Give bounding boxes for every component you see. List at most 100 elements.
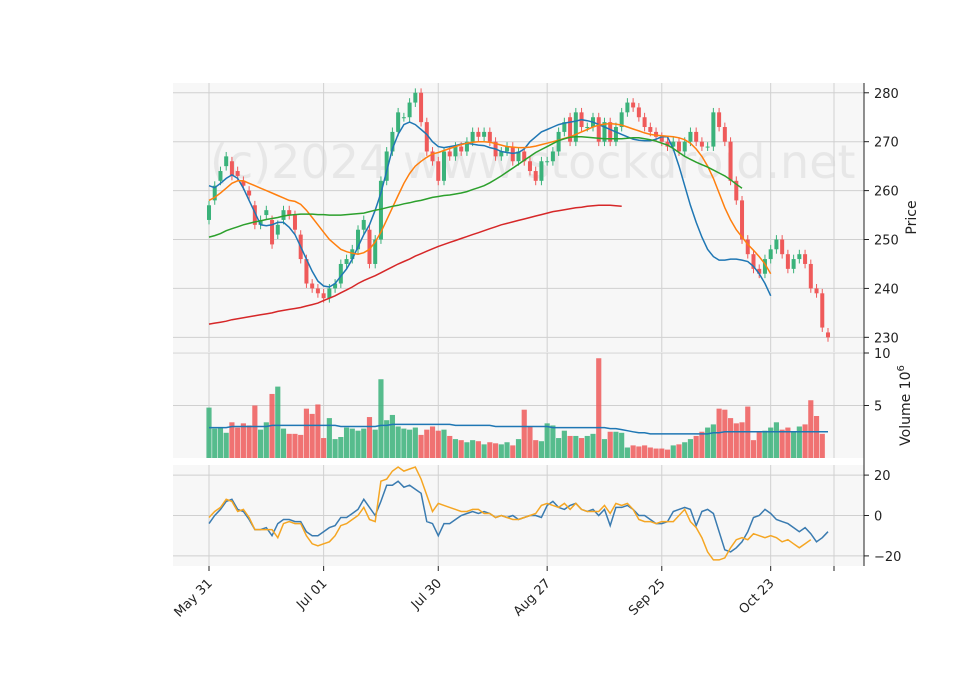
volume-bar: [722, 409, 728, 458]
volume-bar: [601, 439, 608, 458]
price-axis-label: Price: [904, 200, 920, 234]
volume-bar: [613, 431, 619, 458]
volume-bar: [756, 431, 762, 458]
candle-body: [430, 151, 435, 162]
candle-body: [470, 131, 475, 142]
volume-bar: [710, 424, 716, 458]
candle-body: [413, 92, 418, 103]
candle-body: [367, 229, 372, 264]
volume-bar: [298, 434, 304, 458]
volume-bar: [481, 444, 487, 458]
candle-body: [476, 131, 481, 137]
indicator-line-2: [208, 466, 812, 561]
candle-body: [453, 146, 458, 157]
candle-body: [734, 180, 739, 201]
candle-body: [424, 122, 429, 152]
volume-bar: [458, 440, 464, 458]
volume-bar: [533, 440, 539, 458]
volume-y-tick-label: 10: [874, 347, 891, 362]
indicator-y-tick-label: 0: [874, 510, 882, 525]
price-ma-line-3: [208, 136, 743, 238]
candle-body: [327, 288, 332, 299]
x-tick-label: May 31: [172, 576, 216, 620]
volume-bar: [223, 432, 229, 458]
volume-bar: [366, 417, 373, 458]
volume-bar: [750, 440, 757, 458]
candle-body: [556, 131, 561, 152]
candle-body: [436, 161, 441, 181]
volume-bar: [384, 420, 390, 458]
volume-bar: [802, 424, 808, 458]
candle-body: [499, 151, 504, 157]
candle-body: [745, 239, 750, 255]
volume-bar: [407, 429, 413, 458]
volume-bar: [401, 428, 407, 458]
candle-body: [212, 185, 217, 201]
candle-body: [751, 254, 756, 269]
candle-body: [350, 249, 355, 260]
candle-body: [728, 141, 733, 181]
candle-body: [682, 141, 687, 152]
candle-body: [206, 205, 212, 220]
volume-bar: [819, 433, 825, 458]
volume-bar: [475, 441, 481, 458]
candle-body: [522, 151, 527, 162]
candle-body: [356, 229, 361, 250]
candle-body: [722, 127, 727, 142]
candle-body: [757, 268, 762, 274]
candle-body: [270, 219, 275, 245]
volume-bar: [664, 449, 671, 458]
candle-body: [785, 254, 790, 269]
candle-body: [459, 146, 464, 152]
volume-bar: [590, 433, 596, 458]
candle-body: [562, 122, 567, 132]
candle-body: [224, 156, 229, 167]
volume-bar: [813, 416, 820, 458]
price-ma-line-4: [208, 204, 622, 325]
candle-body: [808, 263, 813, 289]
volume-bar: [727, 418, 734, 458]
volume-bar: [452, 439, 459, 458]
watermark: (c)2024 www.stockdroid.net: [210, 135, 856, 189]
volume-bar: [607, 431, 613, 458]
candle-body: [654, 131, 659, 137]
volume-bar: [515, 439, 522, 458]
volume-bar: [653, 448, 659, 458]
volume-bar: [492, 443, 499, 458]
volume-bar: [343, 427, 350, 458]
candle-body: [378, 180, 383, 240]
candle-body: [676, 141, 681, 152]
volume-bar: [229, 422, 235, 458]
candle-body: [252, 205, 257, 225]
volume-y-tick-label: 5: [874, 400, 882, 415]
candle-body: [780, 239, 785, 255]
volume-bar: [796, 426, 802, 458]
volume-bar: [378, 379, 384, 458]
candle-body: [717, 112, 722, 128]
candle-body: [665, 141, 670, 147]
volume-bar: [447, 435, 453, 458]
volume-bar: [292, 433, 298, 458]
candle-body: [258, 219, 263, 225]
volume-bar: [275, 386, 281, 458]
candle-body: [447, 151, 452, 157]
candle-body: [568, 117, 573, 142]
candle-body: [585, 127, 590, 129]
price-y-tick-label: 240: [874, 282, 899, 297]
volume-bar: [441, 429, 447, 458]
volume-bar: [556, 438, 562, 458]
candle-body: [596, 117, 601, 142]
candle-body: [740, 200, 745, 240]
volume-bar: [561, 430, 567, 458]
volume-bar: [338, 437, 344, 458]
volume-bar: [429, 426, 436, 458]
volume-bar: [578, 438, 585, 458]
candle-body: [384, 151, 389, 181]
volume-bar: [252, 405, 258, 458]
volume-bar: [235, 427, 241, 458]
volume-bar: [487, 442, 493, 458]
candle-body: [333, 283, 338, 289]
candle-body: [304, 259, 309, 284]
candle-body: [344, 259, 349, 264]
